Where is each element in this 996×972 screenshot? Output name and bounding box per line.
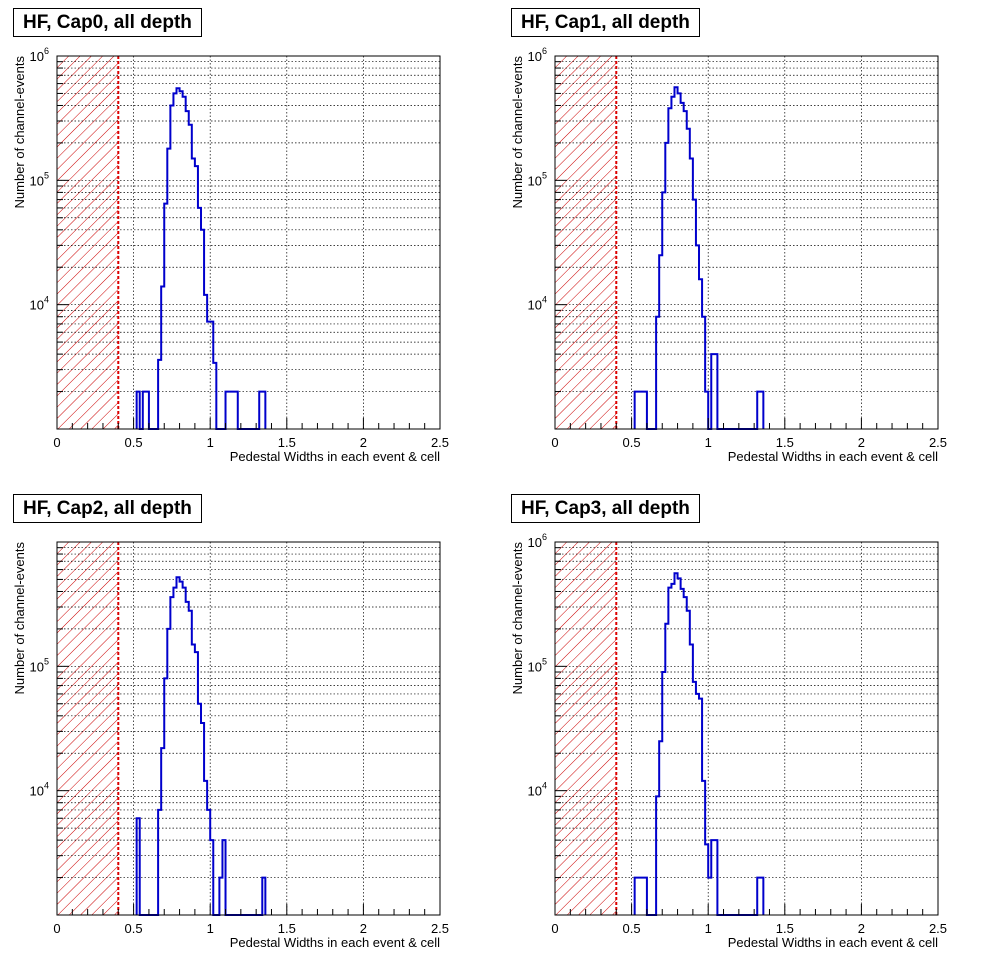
rejected-region-hatch xyxy=(555,56,617,429)
x-tick-label: 1 xyxy=(207,435,214,450)
x-axis-title: Pedestal Widths in each event & cell xyxy=(230,935,440,950)
histogram-line xyxy=(135,87,267,430)
x-tick-label: 2 xyxy=(858,435,865,450)
y-tick-label: 106 xyxy=(30,46,49,64)
x-tick-label: 2 xyxy=(858,921,865,936)
x-tick-label: 1 xyxy=(207,921,214,936)
chart-title: HF, Cap0, all depth xyxy=(13,8,202,37)
chart-svg: 0 0.5 1 1.5 2 2.5 104 105 106 Pedestal Widths in … xyxy=(12,46,449,464)
y-tick-label: 105 xyxy=(528,656,547,674)
x-tick-label: 1.5 xyxy=(776,921,794,936)
x-tick-label: 1.5 xyxy=(776,435,794,450)
x-tick-label: 2.5 xyxy=(929,921,947,936)
rejected-region-hatch xyxy=(555,542,617,915)
y-tick-label: 105 xyxy=(30,170,49,188)
chart-panel-cap1: 0 0.5 1 1.5 2 2.5 104 105 106 Pedestal Widths in … xyxy=(498,0,996,486)
x-tick-label: 1 xyxy=(705,435,712,450)
rejected-region-hatch xyxy=(57,56,119,429)
x-tick-label: 1.5 xyxy=(278,435,296,450)
chart-svg: 0 0.5 1 1.5 2 2.5 104 105 106 Pedestal Widths in … xyxy=(510,532,947,950)
chart-title: HF, Cap1, all depth xyxy=(511,8,700,37)
plot-frame xyxy=(554,541,939,916)
plot-frame xyxy=(56,541,441,916)
x-axis-title: Pedestal Widths in each event & cell xyxy=(230,449,440,464)
histogram-line xyxy=(633,86,765,430)
chart-title: HF, Cap2, all depth xyxy=(13,494,202,523)
x-tick-label: 2.5 xyxy=(431,921,449,936)
y-tick-label: 104 xyxy=(30,295,49,313)
x-tick-label: 0 xyxy=(551,435,558,450)
x-tick-label: 0.5 xyxy=(623,921,641,936)
y-tick-label: 104 xyxy=(528,295,547,313)
y-axis-title: Number of channel-events xyxy=(510,542,525,695)
chart-svg: 0 0.5 1 1.5 2 2.5 104 105 Pedestal Widths in eac… xyxy=(12,541,449,950)
plot-frame xyxy=(56,55,441,430)
chart-panel-cap2: 0 0.5 1 1.5 2 2.5 104 105 Pedestal Widths in eac… xyxy=(0,486,498,972)
y-axis-title: Number of channel-events xyxy=(510,56,525,209)
histogram-line xyxy=(135,576,267,916)
x-tick-label: 0 xyxy=(53,435,60,450)
plot-frame xyxy=(554,55,939,430)
chart-panel-cap3: 0 0.5 1 1.5 2 2.5 104 105 106 Pedestal Widths in … xyxy=(498,486,996,972)
x-tick-label: 0.5 xyxy=(125,921,143,936)
y-tick-label: 104 xyxy=(528,781,547,799)
x-tick-label: 0 xyxy=(53,921,60,936)
rejected-region-hatch xyxy=(57,542,119,915)
x-tick-label: 0.5 xyxy=(623,435,641,450)
x-tick-label: 2 xyxy=(360,921,367,936)
y-axis-title: Number of channel-events xyxy=(12,542,27,695)
y-tick-label: 106 xyxy=(528,46,547,64)
chart-panel-cap0: 0 0.5 1 1.5 2 2.5 104 105 106 Pedestal Widths in … xyxy=(0,0,498,486)
y-tick-label: 105 xyxy=(528,170,547,188)
x-axis-title: Pedestal Widths in each event & cell xyxy=(728,935,938,950)
y-tick-label: 105 xyxy=(30,656,49,674)
x-axis-title: Pedestal Widths in each event & cell xyxy=(728,449,938,464)
x-tick-label: 0.5 xyxy=(125,435,143,450)
x-tick-label: 1.5 xyxy=(278,921,296,936)
y-axis-title: Number of channel-events xyxy=(12,56,27,209)
x-tick-label: 2.5 xyxy=(929,435,947,450)
x-tick-label: 2 xyxy=(360,435,367,450)
chart-title: HF, Cap3, all depth xyxy=(511,494,700,523)
y-tick-label: 104 xyxy=(30,781,49,799)
histogram-line xyxy=(633,572,765,916)
chart-svg: 0 0.5 1 1.5 2 2.5 104 105 106 Pedestal Widths in … xyxy=(510,46,947,464)
x-tick-label: 0 xyxy=(551,921,558,936)
x-tick-label: 1 xyxy=(705,921,712,936)
y-tick-label: 106 xyxy=(528,532,547,550)
x-tick-label: 2.5 xyxy=(431,435,449,450)
